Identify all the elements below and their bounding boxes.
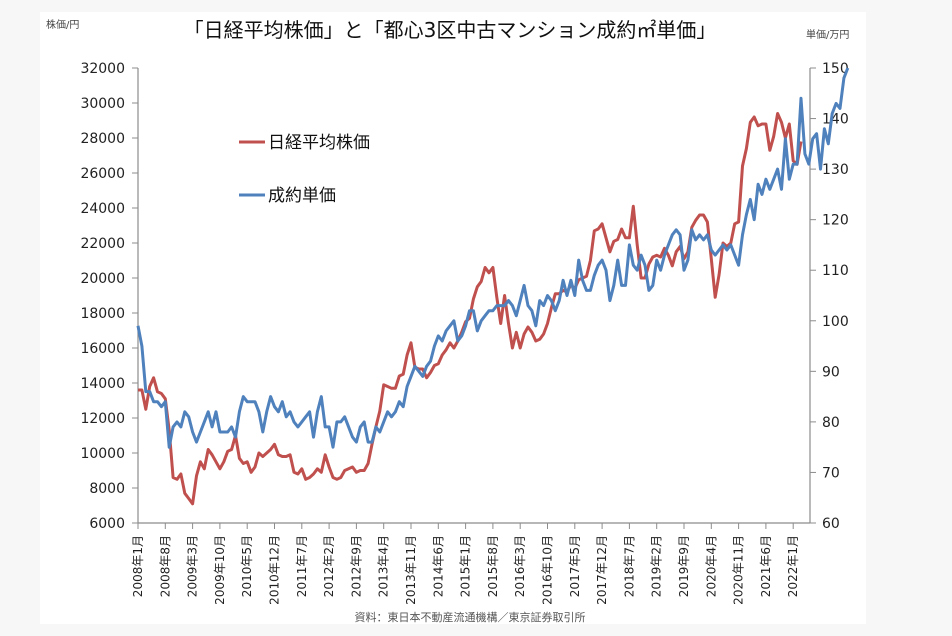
right-tick-label: 110: [822, 263, 849, 279]
left-tick-label: 16000: [80, 341, 125, 357]
x-tick-label: 2016年3月: [513, 535, 527, 597]
series-line-unit-price: [136, 67, 850, 449]
left-tick-label: 22000: [80, 236, 125, 252]
right-tick-label: 80: [822, 415, 840, 431]
x-tick-label: 2018年7月: [622, 535, 636, 597]
x-tick-label: 2022年1月: [786, 535, 800, 597]
axes: [137, 68, 811, 524]
right-tick-label: 140: [822, 112, 849, 128]
right-tick-label: 130: [822, 162, 849, 178]
x-tick-label: 2021年6月: [759, 535, 773, 597]
right-tick-label: 90: [822, 364, 840, 380]
left-tick-label: 24000: [80, 201, 125, 217]
x-tick-label: 2013年11月: [404, 535, 418, 605]
x-tick-label: 2015年8月: [486, 535, 500, 597]
x-tick-label: 2009年3月: [186, 535, 200, 597]
x-tick-label: 2020年4月: [704, 535, 718, 597]
series-lines: [136, 67, 850, 506]
left-tick-label: 14000: [80, 376, 125, 392]
right-tick-label: 120: [822, 213, 849, 229]
legend: 日経平均株価 成約単価: [239, 133, 370, 206]
x-tick-label: 2008年1月: [131, 535, 145, 597]
left-tick-label: 26000: [80, 166, 125, 182]
x-tick-label: 2016年10月: [541, 535, 555, 605]
left-axis-ticks: 32000 30000 28000 26000 24000 22000 20000 18000…: [80, 61, 138, 532]
series-line-nikkei: [138, 112, 803, 506]
right-tick-label: 100: [822, 314, 849, 330]
left-tick-label: 32000: [80, 61, 125, 77]
left-tick-label: 28000: [80, 131, 125, 147]
legend-label-nikkei: 日経平均株価: [268, 133, 370, 153]
x-tick-label: 2011年7月: [295, 535, 309, 597]
legend-label-unit-price: 成約単価: [268, 186, 336, 206]
right-tick-label: 150: [822, 61, 849, 77]
x-tick-label: 2019年9月: [677, 535, 691, 597]
x-tick-label: 2020年11月: [732, 535, 746, 605]
x-tick-label: 2015年1月: [459, 535, 473, 597]
x-axis-ticks: 2008年1月 2008年8月 2009年3月 2009年10月 2010年5月 2010…: [131, 523, 800, 605]
x-tick-label: 2009年10月: [213, 535, 227, 605]
x-tick-label: 2010年5月: [240, 535, 254, 597]
left-tick-label: 12000: [80, 411, 125, 427]
x-tick-label: 2008年8月: [158, 535, 172, 597]
source-note: 資料：東日本不動産流通機構／東京証券取引所: [355, 610, 586, 624]
right-tick-label: 60: [822, 516, 840, 532]
chart-title: 「日経平均株価」と「都心3区中古マンション成約㎡単価」: [184, 18, 717, 42]
x-tick-label: 2012年9月: [349, 535, 363, 597]
x-tick-label: 2019年2月: [650, 535, 664, 597]
x-tick-label: 2012年2月: [322, 535, 336, 597]
x-tick-label: 2010年12月: [268, 535, 282, 605]
x-tick-label: 2014年6月: [431, 535, 445, 597]
left-tick-label: 8000: [89, 481, 125, 497]
left-axis-unit-label: 株価/円: [46, 18, 79, 31]
left-tick-label: 18000: [80, 306, 125, 322]
left-tick-label: 6000: [89, 516, 125, 532]
chart-background: [40, 12, 866, 624]
right-tick-label: 70: [822, 465, 840, 481]
right-axis-unit-label: 単価/万円: [806, 28, 849, 41]
x-tick-label: 2017年12月: [595, 535, 609, 605]
right-axis-ticks: 150 140 130 120 110 100 90 80 70 60: [810, 61, 849, 532]
x-tick-label: 2013年4月: [377, 535, 391, 597]
x-tick-label: 2017年5月: [568, 535, 582, 597]
left-tick-label: 10000: [80, 446, 125, 462]
left-tick-label: 20000: [80, 271, 125, 287]
left-tick-label: 30000: [80, 96, 125, 112]
